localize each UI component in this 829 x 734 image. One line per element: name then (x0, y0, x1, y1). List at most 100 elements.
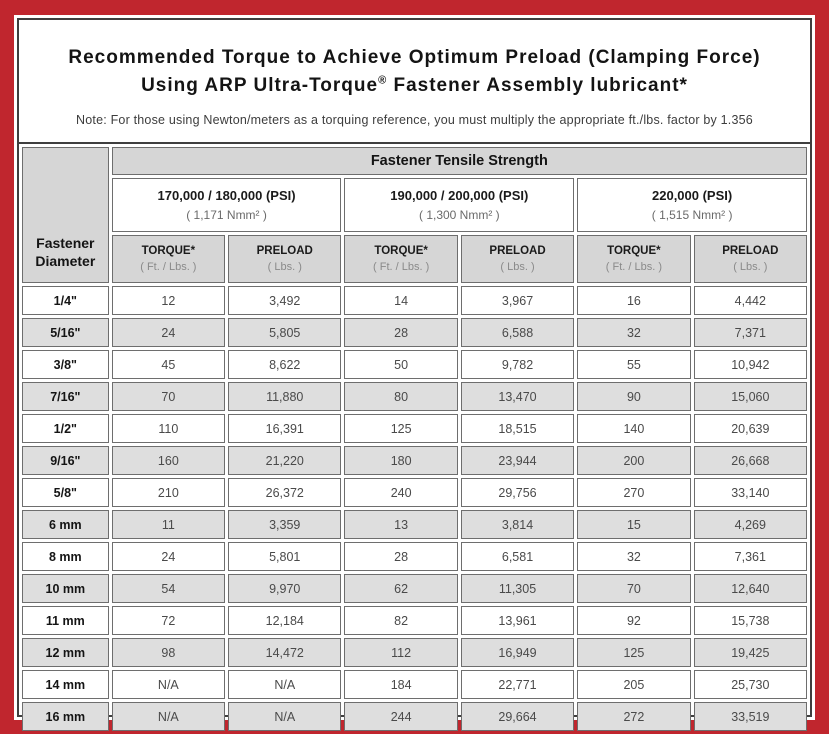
preload-value-cell: 14,472 (228, 638, 342, 667)
preload-column-header-1-sub: ( Lbs. ) (267, 261, 302, 273)
preload-value-cell: 6,588 (460, 318, 575, 347)
preload-value-cell: 5,805 (228, 318, 342, 347)
diameter-cell: 1/2" (22, 414, 109, 443)
preload-value-cell: 3,492 (228, 286, 342, 315)
title-line-2: Using ARP Ultra-Torque® Fastener Assembl… (19, 72, 810, 100)
preload-value-cell: 4,269 (693, 510, 807, 539)
preload-value-cell: N/A (228, 702, 342, 731)
torque-value-cell: 32 (577, 542, 691, 571)
preload-value-cell: N/A (228, 670, 342, 699)
psi-group-170-180-label: 170,000 / 180,000 (PSI) (157, 188, 296, 203)
psi-group-220: 220,000 (PSI) ( 1,515 Nmm² ) (577, 178, 807, 232)
table-row: 7/16" 70 11,880 80 13,470 90 15,060 (22, 382, 807, 411)
preload-value-cell: 19,425 (693, 638, 807, 667)
diameter-cell: 12 mm (22, 638, 109, 667)
torque-value-cell: 54 (111, 574, 226, 603)
preload-value-cell: 8,622 (228, 350, 342, 379)
torque-value-cell: 50 (344, 350, 458, 379)
psi-group-220-nmm: ( 1,515 Nmm² ) (651, 208, 733, 222)
preload-value-cell: 18,515 (460, 414, 575, 443)
torque-column-header-3: TORQUE* ( Ft. / Lbs. ) (577, 235, 691, 283)
column-header-row: TORQUE* ( Ft. / Lbs. ) PRELOAD ( Lbs. ) … (22, 235, 807, 283)
preload-value-cell: 33,140 (693, 478, 807, 507)
preload-value-cell: 6,581 (460, 542, 575, 571)
torque-column-header-1: TORQUE* ( Ft. / Lbs. ) (111, 235, 226, 283)
torque-value-cell: 15 (577, 510, 691, 539)
tensile-strength-header: Fastener Tensile Strength (111, 147, 807, 175)
torque-value-cell: 28 (344, 318, 458, 347)
preload-value-cell: 12,640 (693, 574, 807, 603)
preload-value-cell: 16,949 (460, 638, 575, 667)
preload-value-cell: 10,942 (693, 350, 807, 379)
preload-column-header-3: PRELOAD ( Lbs. ) (693, 235, 807, 283)
torque-value-cell: 92 (577, 606, 691, 635)
psi-group-170-180: 170,000 / 180,000 (PSI) ( 1,171 Nmm² ) (111, 178, 342, 232)
torque-value-cell: 72 (111, 606, 226, 635)
corner-header-fastener-diameter: Fastener Diameter (22, 147, 109, 283)
preload-value-cell: 23,944 (460, 446, 575, 475)
preload-column-header-2: PRELOAD ( Lbs. ) (460, 235, 575, 283)
psi-group-190-200-label: 190,000 / 200,000 (PSI) (390, 188, 529, 203)
torque-value-cell: 110 (111, 414, 226, 443)
torque-value-cell: 32 (577, 318, 691, 347)
torque-column-header-2: TORQUE* ( Ft. / Lbs. ) (344, 235, 458, 283)
tensile-strength-header-row: Fastener Diameter Fastener Tensile Stren… (22, 147, 807, 283)
diameter-cell: 14 mm (22, 670, 109, 699)
title-block: Recommended Torque to Achieve Optimum Pr… (19, 20, 810, 142)
torque-value-cell: 125 (577, 638, 691, 667)
diameter-cell: 16 mm (22, 702, 109, 731)
torque-value-cell: 112 (344, 638, 458, 667)
preload-column-header-2-sub: ( Lbs. ) (500, 261, 535, 273)
torque-value-cell: 200 (577, 446, 691, 475)
preload-value-cell: 21,220 (228, 446, 342, 475)
preload-value-cell: 3,359 (228, 510, 342, 539)
preload-value-cell: 9,970 (228, 574, 342, 603)
diameter-cell: 7/16" (22, 382, 109, 411)
preload-value-cell: 13,961 (460, 606, 575, 635)
table-row: 8 mm 24 5,801 28 6,581 32 7,361 (22, 542, 807, 571)
torque-value-cell: 16 (577, 286, 691, 315)
torque-value-cell: 55 (577, 350, 691, 379)
preload-value-cell: 33,519 (693, 702, 807, 731)
preload-column-header-3-label: PRELOAD (722, 245, 779, 257)
diameter-cell: 5/8" (22, 478, 109, 507)
torque-value-cell: 80 (344, 382, 458, 411)
torque-value-cell: 14 (344, 286, 458, 315)
torque-value-cell: 272 (577, 702, 691, 731)
torque-value-cell: 45 (111, 350, 226, 379)
preload-value-cell: 11,305 (460, 574, 575, 603)
diameter-cell: 10 mm (22, 574, 109, 603)
preload-column-header-2-label: PRELOAD (489, 245, 546, 257)
preload-value-cell: 20,639 (693, 414, 807, 443)
table-row: 5/8" 210 26,372 240 29,756 270 33,140 (22, 478, 807, 507)
torque-value-cell: N/A (111, 670, 226, 699)
preload-column-header-1: PRELOAD ( Lbs. ) (228, 235, 342, 283)
torque-value-cell: 11 (111, 510, 226, 539)
diameter-cell: 1/4" (22, 286, 109, 315)
preload-value-cell: 7,361 (693, 542, 807, 571)
torque-value-cell: 205 (577, 670, 691, 699)
torque-value-cell: 160 (111, 446, 226, 475)
table-row: 1/2" 110 16,391 125 18,515 140 20,639 (22, 414, 807, 443)
torque-value-cell: 270 (577, 478, 691, 507)
preload-value-cell: 26,668 (693, 446, 807, 475)
torque-column-header-2-label: TORQUE* (374, 245, 428, 257)
torque-value-cell: 13 (344, 510, 458, 539)
torque-column-header-1-sub: ( Ft. / Lbs. ) (140, 261, 197, 273)
torque-value-cell: N/A (111, 702, 226, 731)
diameter-cell: 6 mm (22, 510, 109, 539)
torque-value-cell: 210 (111, 478, 226, 507)
preload-value-cell: 25,730 (693, 670, 807, 699)
note-text: Note: For those using Newton/meters as a… (76, 113, 753, 128)
torque-value-cell: 98 (111, 638, 226, 667)
preload-value-cell: 3,967 (460, 286, 575, 315)
registered-trademark-symbol: ® (378, 74, 388, 87)
table-row: 10 mm 54 9,970 62 11,305 70 12,640 (22, 574, 807, 603)
title-line-2-prefix: Using ARP Ultra-Torque (141, 74, 379, 96)
diameter-cell: 8 mm (22, 542, 109, 571)
preload-value-cell: 7,371 (693, 318, 807, 347)
table-row: 11 mm 72 12,184 82 13,961 92 15,738 (22, 606, 807, 635)
torque-value-cell: 28 (344, 542, 458, 571)
preload-value-cell: 9,782 (460, 350, 575, 379)
